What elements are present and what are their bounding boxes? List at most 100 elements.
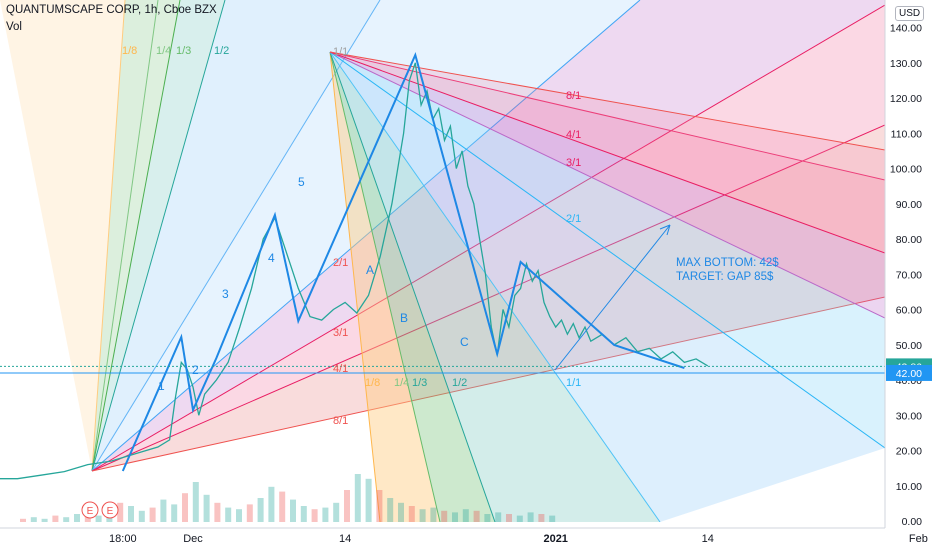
fan1-ray bbox=[91, 0, 181, 472]
volume-bar bbox=[128, 506, 134, 522]
x-tick-label: 14 bbox=[702, 533, 714, 545]
wave-label: B bbox=[400, 311, 408, 325]
volume-bar bbox=[484, 514, 491, 522]
fan2-ray bbox=[329, 51, 661, 522]
fan2-ray bbox=[329, 51, 496, 522]
y-tick-label: 80.00 bbox=[896, 234, 922, 246]
volume-bar bbox=[300, 506, 307, 522]
y-tick-label: 130.00 bbox=[890, 58, 922, 70]
volume-bar bbox=[516, 515, 523, 522]
volume-bar bbox=[398, 502, 404, 522]
fan2-ray bbox=[329, 51, 381, 522]
y-tick-label: 50.00 bbox=[896, 340, 922, 352]
volume-bar bbox=[506, 514, 512, 522]
volume-bar bbox=[354, 474, 361, 522]
volume-bar bbox=[387, 498, 394, 522]
volume-label: Vol bbox=[6, 21, 22, 33]
annotation-text: MAX BOTTOM: 42$ bbox=[676, 257, 779, 269]
wave-label: C bbox=[460, 335, 469, 349]
fan2-ray bbox=[329, 51, 885, 151]
fan-label: 1/3 bbox=[176, 45, 191, 57]
volume-bar bbox=[333, 502, 340, 522]
volume-bar bbox=[279, 491, 286, 522]
fan-label: 3/1 bbox=[566, 157, 581, 169]
fan-label: 1/3 bbox=[412, 377, 427, 389]
volume-bar bbox=[138, 510, 145, 522]
x-tick-label: Feb bbox=[909, 533, 928, 545]
volume-bar bbox=[20, 518, 26, 522]
fan-label: 1/2 bbox=[452, 377, 467, 389]
fan1-ray bbox=[91, 4, 885, 472]
volume-bar bbox=[74, 514, 80, 522]
wave-label: 3 bbox=[222, 287, 229, 301]
price-tag bbox=[886, 364, 932, 381]
volume-bar bbox=[290, 499, 296, 522]
wave-label: 5 bbox=[298, 175, 305, 189]
volume-bar bbox=[441, 510, 448, 522]
y-tick-label: 0.00 bbox=[902, 516, 923, 528]
fan1-ray bbox=[91, 0, 226, 472]
volume-bar bbox=[95, 515, 102, 522]
volume-bar bbox=[214, 502, 221, 522]
volume-bar bbox=[30, 517, 37, 522]
annotation-text: TARGET: GAP 85$ bbox=[676, 271, 774, 283]
y-tick-label: 10.00 bbox=[896, 481, 922, 493]
fan-label: 1/8 bbox=[122, 45, 137, 57]
price-tag-label: 42.00 bbox=[896, 368, 922, 380]
volume-bar bbox=[117, 502, 124, 522]
volume-bar bbox=[473, 510, 480, 522]
volume-bar bbox=[408, 506, 415, 522]
currency-button[interactable]: USD bbox=[895, 6, 925, 21]
volume-bar bbox=[376, 490, 383, 522]
chart-title: QUANTUMSCAPE CORP, 1h, Cboe BZX bbox=[6, 4, 217, 16]
volume-bar bbox=[63, 517, 70, 522]
projection-arrowhead bbox=[659, 224, 671, 236]
volume-bar bbox=[41, 518, 48, 522]
y-tick-label: 140.00 bbox=[890, 23, 922, 35]
y-tick-label: 30.00 bbox=[896, 410, 922, 422]
volume-bar bbox=[268, 486, 275, 522]
fan1-wedge-left bbox=[0, 0, 125, 471]
fan2-ray bbox=[329, 51, 885, 181]
volume-bar bbox=[365, 478, 372, 522]
fan-label: 1/8 bbox=[365, 377, 380, 389]
fan-label: 1/4 bbox=[156, 45, 171, 57]
volume-bar bbox=[311, 509, 318, 522]
volume-bar bbox=[203, 494, 210, 522]
volume-bar bbox=[182, 493, 188, 522]
volume-bar bbox=[495, 512, 502, 522]
fan-label: 1/1 bbox=[333, 46, 348, 58]
fan-label: 2/1 bbox=[333, 257, 348, 269]
fan2-ray bbox=[329, 51, 885, 254]
fan1-ray bbox=[91, 0, 381, 472]
price-series-line bbox=[0, 62, 709, 480]
earnings-marker-label: E bbox=[107, 506, 114, 517]
volume-bar bbox=[171, 504, 178, 522]
fan-label: 4/1 bbox=[566, 129, 581, 141]
y-tick-label: 20.00 bbox=[896, 446, 922, 458]
y-tick-label: 100.00 bbox=[890, 164, 922, 176]
fan2-ray bbox=[329, 51, 441, 522]
y-tick-label: 60.00 bbox=[896, 305, 922, 317]
earnings-marker bbox=[101, 501, 119, 519]
fan-label: 3/1 bbox=[333, 327, 348, 339]
fan-label: 1/4 bbox=[394, 377, 409, 389]
volume-bar bbox=[419, 509, 426, 522]
volume-bar bbox=[149, 507, 156, 522]
time-axis-bg bbox=[0, 528, 932, 550]
x-tick-label: 18:00 bbox=[109, 533, 137, 545]
projection-arrow bbox=[554, 224, 671, 371]
volume-bar bbox=[225, 507, 232, 522]
volume-bar bbox=[160, 499, 167, 522]
volume-bar bbox=[246, 504, 253, 522]
volume-bar bbox=[52, 515, 59, 522]
wave-label: 2 bbox=[192, 363, 199, 377]
volume-bar bbox=[322, 507, 329, 522]
volume-bar bbox=[344, 490, 350, 522]
fan1-wedge bbox=[92, 0, 885, 471]
x-tick-label: Dec bbox=[183, 533, 203, 545]
volume-bar bbox=[549, 515, 556, 522]
fan-label: 1/2 bbox=[214, 45, 229, 57]
